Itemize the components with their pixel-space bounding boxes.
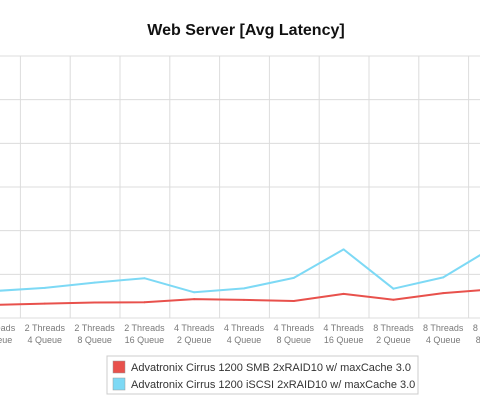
x-tick-label: 2 Threads 4 Queue: [25, 323, 66, 345]
series-0-point: [43, 302, 46, 305]
series-1-point: [342, 248, 345, 251]
x-tick-label: 2 Threads 2 Queue: [0, 323, 16, 345]
grid: [0, 55, 480, 319]
x-tick-label-line: 8 Threads: [373, 323, 414, 333]
series-0-point: [193, 298, 196, 301]
series-line-1: [0, 248, 480, 294]
x-tick-label-line: 8 Threads: [473, 323, 480, 333]
x-tick-label: 8 Threads 2 Queue: [373, 323, 414, 345]
series-1-point: [442, 276, 445, 279]
x-tick-label-line: 2 Threads: [25, 323, 66, 333]
series-1-point: [143, 277, 146, 280]
x-tick-label-line: 4 Queue: [426, 335, 461, 345]
series-0-point: [93, 301, 96, 304]
x-tick-label-line: 4 Threads: [174, 323, 215, 333]
series-1-point: [93, 281, 96, 284]
x-tick-label-line: 4 Threads: [274, 323, 315, 333]
x-tick-label: 4 Threads 8 Queue: [274, 323, 315, 345]
legend-swatch-iscsi: [112, 377, 126, 391]
x-tick-label-line: 2 Queue: [376, 335, 411, 345]
series-1-point: [193, 291, 196, 294]
series-0-point: [442, 292, 445, 295]
series-1-point: [392, 287, 395, 290]
x-tick-label-line: 8 Queue: [277, 335, 312, 345]
x-tick-label-line: 8 Queue: [77, 335, 112, 345]
legend: Advatronix Cirrus 1200 SMB 2xRAID10 w/ m…: [106, 355, 419, 395]
series-0-point: [292, 300, 295, 302]
x-tick-label-line: 8 Queue: [476, 335, 480, 345]
x-tick-label-line: 16 Queue: [125, 335, 165, 345]
x-tick-label-line: 8 Threads: [423, 323, 464, 333]
x-tick-label-line: 2 Threads: [124, 323, 165, 333]
series-0-point: [143, 301, 146, 304]
x-tick-label-line: 2 Queue: [0, 335, 12, 345]
x-tick-label-line: 2 Threads: [0, 323, 16, 333]
x-tick-label-line: 4 Queue: [28, 335, 63, 345]
series-0-point: [392, 298, 395, 301]
x-tick-label: 2 Threads 16 Queue: [124, 323, 165, 345]
series-lines: [0, 248, 480, 306]
x-tick-label: 4 Threads 2 Queue: [174, 323, 215, 345]
chart-title: Web Server [Avg Latency]: [147, 22, 344, 39]
x-tick-label-line: 2 Queue: [177, 335, 212, 345]
x-tick-label-line: 4 Threads: [224, 323, 265, 333]
series-1-point: [43, 286, 46, 289]
x-tick-label-line: 4 Threads: [323, 323, 364, 333]
series-1-point: [243, 287, 245, 290]
x-tick-label: 8 Threads 8 Queue: [473, 323, 480, 345]
x-tick-label-line: 16 Queue: [324, 335, 364, 345]
x-tick-label-line: 2 Threads: [74, 323, 115, 333]
x-tick-label: 4 Threads 16 Queue: [323, 323, 364, 345]
series-0-point: [342, 292, 345, 295]
legend-swatch-smb: [112, 360, 126, 374]
legend-label-iscsi: Advatronix Cirrus 1200 iSCSI 2xRAID10 w/…: [131, 379, 415, 391]
series-1-point: [292, 276, 295, 279]
legend-label-smb: Advatronix Cirrus 1200 SMB 2xRAID10 w/ m…: [131, 362, 411, 374]
x-tick-label-line: 4 Queue: [227, 335, 262, 345]
x-tick-label: 2 Threads 8 Queue: [74, 323, 115, 345]
x-tick-label: 8 Threads 4 Queue: [423, 323, 464, 345]
x-tick-label: 4 Threads 4 Queue: [224, 323, 265, 345]
legend-box: [106, 355, 419, 395]
series-0-point: [243, 298, 245, 301]
